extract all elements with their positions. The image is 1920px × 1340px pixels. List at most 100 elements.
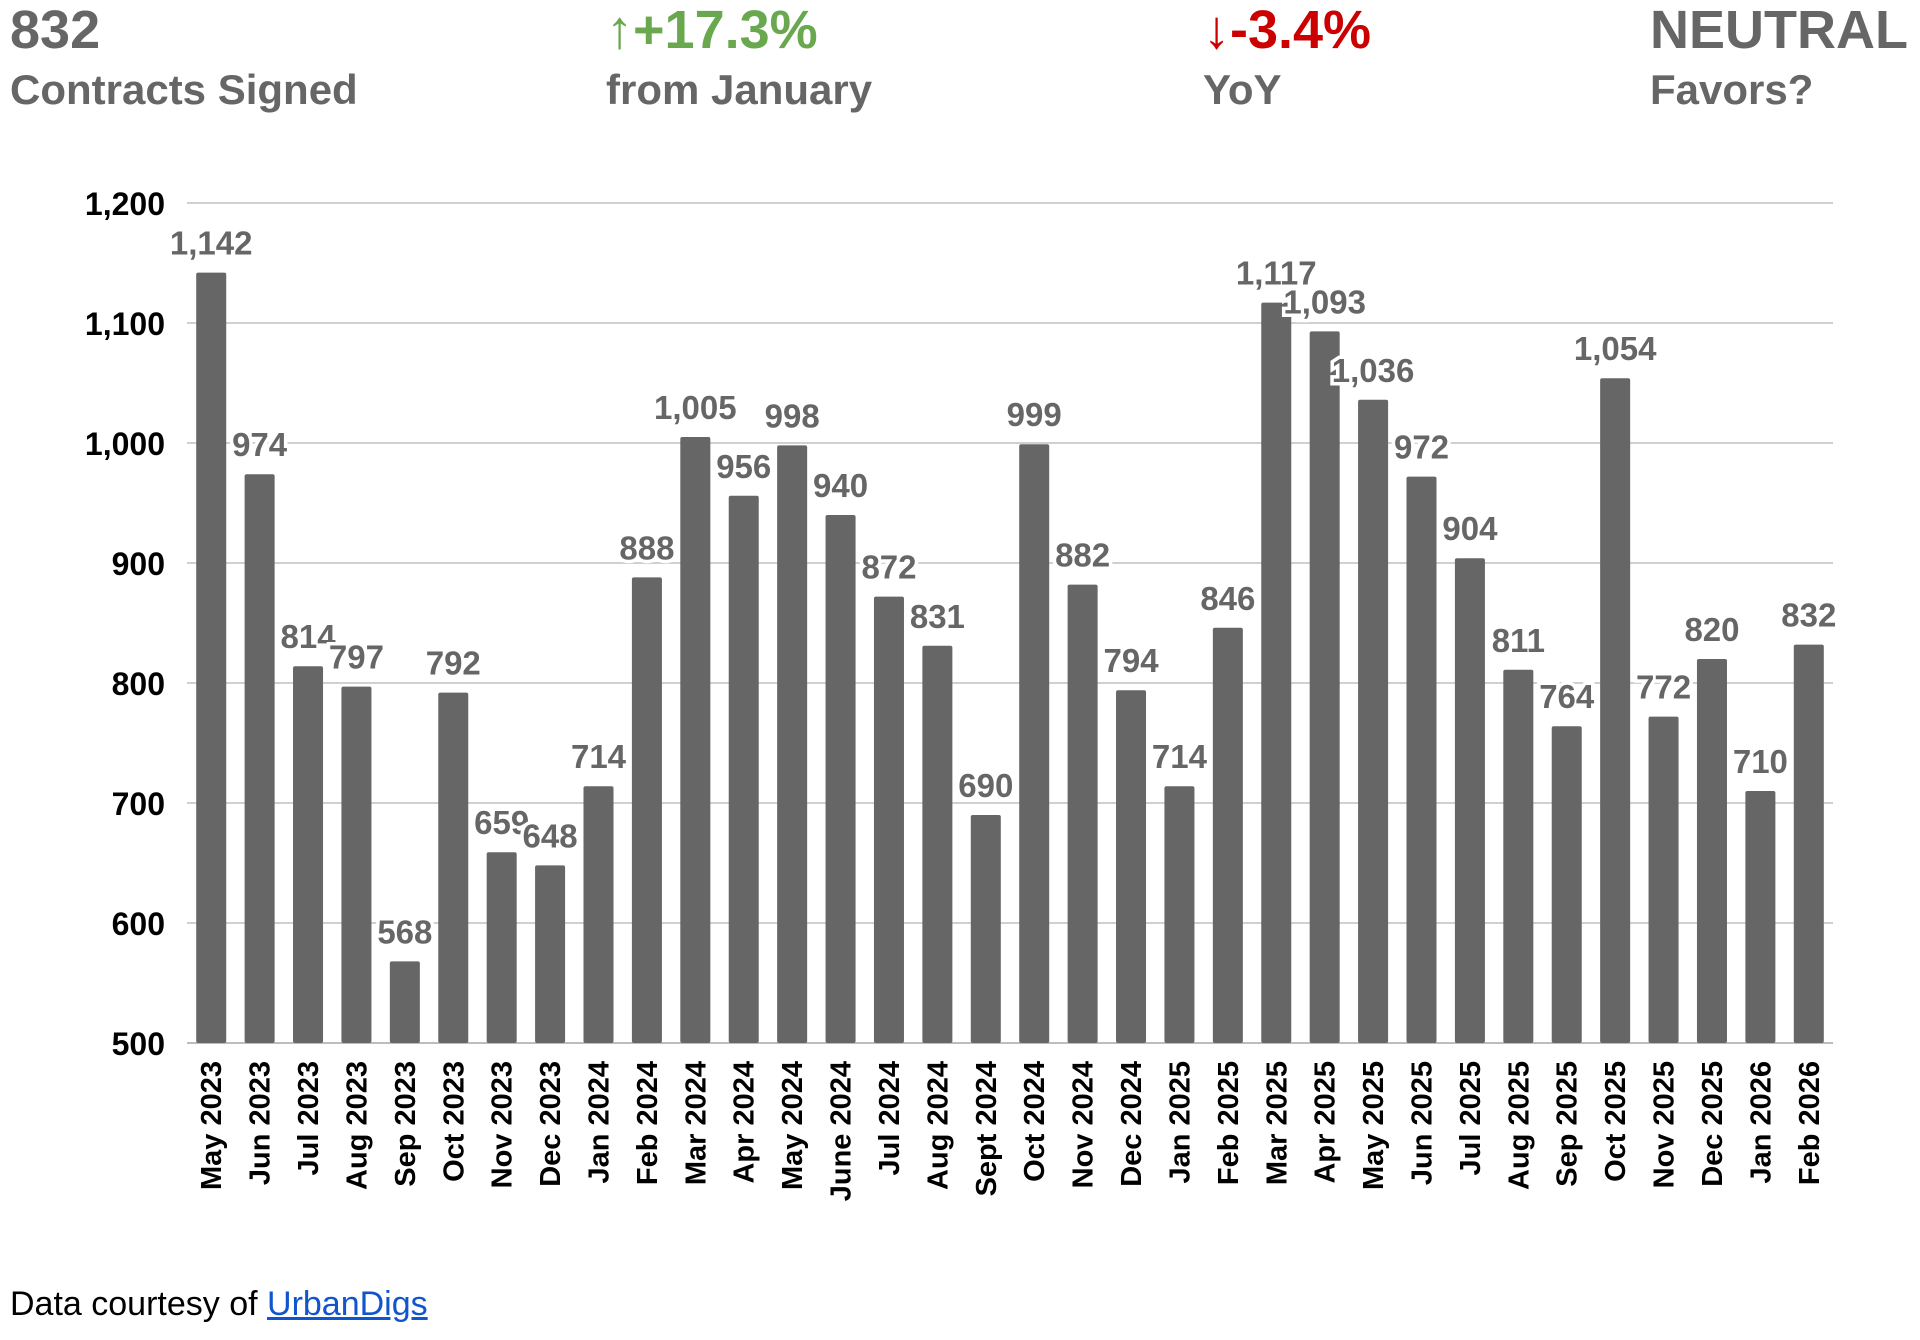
x-tick-label: Dec 2023 (535, 1061, 567, 1187)
data-label: 764 (1539, 678, 1595, 715)
x-tick-label: May 2024 (777, 1061, 809, 1190)
data-label: 888 (619, 529, 674, 566)
bar (777, 445, 808, 1043)
x-tick-label: Dec 2025 (1697, 1061, 1729, 1187)
x-tick-label: Mar 2025 (1261, 1061, 1293, 1185)
data-label: 999 (1007, 396, 1062, 433)
bar (1212, 627, 1243, 1043)
kpi-yoy-label: YoY (1203, 66, 1282, 113)
urbandigs-link[interactable]: UrbanDigs (267, 1285, 428, 1323)
x-tick-label: Feb 2025 (1213, 1061, 1245, 1185)
bar (970, 815, 1001, 1043)
footer-text: Data courtesy of (10, 1285, 268, 1323)
bar (873, 596, 904, 1043)
bar (196, 272, 227, 1044)
data-label: 1,142 (170, 225, 253, 262)
bar (1164, 786, 1195, 1043)
x-tick-label: Nov 2025 (1649, 1061, 1681, 1188)
y-axis-ticks: 500 600 700 800 900 1,000 1,100 1,200 (85, 186, 165, 1062)
x-tick-label: Oct 2023 (438, 1061, 470, 1182)
bar (1454, 558, 1485, 1043)
x-tick-label: Oct 2025 (1600, 1061, 1632, 1182)
kpi-contracts-signed: 832 Contracts Signed (10, 0, 358, 120)
kpi-favors-label: Favors? (1650, 66, 1814, 113)
x-tick-label: Jun 2025 (1407, 1061, 1439, 1185)
bar (1261, 302, 1292, 1044)
x-tick-label: Oct 2024 (1019, 1061, 1051, 1182)
y-tick-label: 500 (112, 1026, 165, 1062)
data-label: 974 (232, 426, 288, 463)
data-label: 998 (765, 397, 820, 434)
bar (1309, 331, 1340, 1043)
data-label: 872 (861, 549, 916, 586)
y-tick-label: 900 (112, 546, 165, 582)
data-label: 1,054 (1574, 330, 1657, 367)
x-tick-label: Sep 2023 (390, 1061, 422, 1187)
x-tick-label: Dec 2024 (1116, 1061, 1148, 1187)
kpi-mom-label: from January (606, 66, 873, 113)
data-label: 831 (910, 598, 965, 635)
x-tick-label: Apr 2025 (1310, 1061, 1342, 1184)
x-tick-label: Jul 2023 (293, 1061, 325, 1175)
y-tick-label: 700 (112, 786, 165, 822)
bar (438, 692, 469, 1043)
data-label: 832 (1781, 597, 1836, 634)
kpi-contracts-label: Contracts Signed (10, 66, 358, 113)
x-tick-label: Jul 2024 (874, 1061, 906, 1175)
data-label: 814 (280, 618, 336, 655)
kpi-year-over-year: ↓-3.4% YoY (1203, 0, 1371, 120)
x-tick-label: May 2023 (196, 1061, 228, 1190)
bar (293, 666, 324, 1043)
x-tick-label: Aug 2023 (341, 1061, 373, 1190)
x-tick-label: Nov 2024 (1068, 1061, 1100, 1188)
y-tick-label: 600 (112, 906, 165, 942)
data-label: 794 (1103, 642, 1159, 679)
kpi-yoy-value: ↓-3.4% (1203, 0, 1371, 60)
bar (1067, 584, 1098, 1043)
bar (389, 961, 420, 1043)
data-label: 820 (1684, 611, 1739, 648)
footer-credit: Data courtesy of UrbanDigs (10, 1285, 428, 1324)
arrow-up-icon: ↑ (606, 0, 633, 60)
y-tick-label: 800 (112, 666, 165, 702)
x-tick-label: May 2025 (1358, 1061, 1390, 1190)
data-label: 710 (1733, 743, 1788, 780)
data-label: 772 (1636, 669, 1691, 706)
bar (1019, 444, 1050, 1043)
x-tick-label: Sep 2025 (1552, 1061, 1584, 1187)
data-label: 1,117 (1236, 255, 1317, 292)
data-label: 568 (377, 913, 432, 950)
data-label: 714 (1152, 738, 1208, 775)
y-tick-label: 1,200 (85, 186, 165, 222)
kpi-favors-value: NEUTRAL (1650, 0, 1908, 60)
data-label: 904 (1442, 510, 1498, 547)
bar (583, 786, 614, 1043)
bar (1503, 669, 1534, 1043)
y-tick-label: 1,100 (85, 306, 165, 342)
x-tick-label: Feb 2026 (1794, 1061, 1826, 1185)
kpi-favors: NEUTRAL Favors? (1650, 0, 1908, 120)
kpi-contracts-value: 832 (10, 0, 101, 60)
bar (1406, 476, 1437, 1044)
data-label: 659 (474, 804, 529, 841)
x-tick-label: Aug 2024 (922, 1061, 954, 1190)
x-tick-label: Sept 2024 (971, 1061, 1003, 1196)
bar (680, 437, 711, 1043)
bar (486, 852, 517, 1043)
data-label: 882 (1055, 537, 1110, 574)
bar (1793, 644, 1824, 1043)
data-label: 1,005 (654, 389, 737, 426)
data-label: 648 (523, 817, 578, 854)
bar (825, 515, 856, 1043)
x-tick-label: Jan 2026 (1745, 1061, 1777, 1184)
bar (1648, 716, 1679, 1043)
y-tick-label: 1,000 (85, 426, 165, 462)
x-tick-label: Jan 2025 (1164, 1061, 1196, 1184)
bar (728, 495, 759, 1043)
x-tick-label: Mar 2024 (680, 1061, 712, 1185)
x-tick-label: Feb 2024 (632, 1061, 664, 1185)
x-tick-label: Aug 2025 (1503, 1061, 1535, 1190)
data-label: 956 (716, 448, 771, 485)
kpi-yoy-percent: -3.4% (1230, 0, 1372, 60)
